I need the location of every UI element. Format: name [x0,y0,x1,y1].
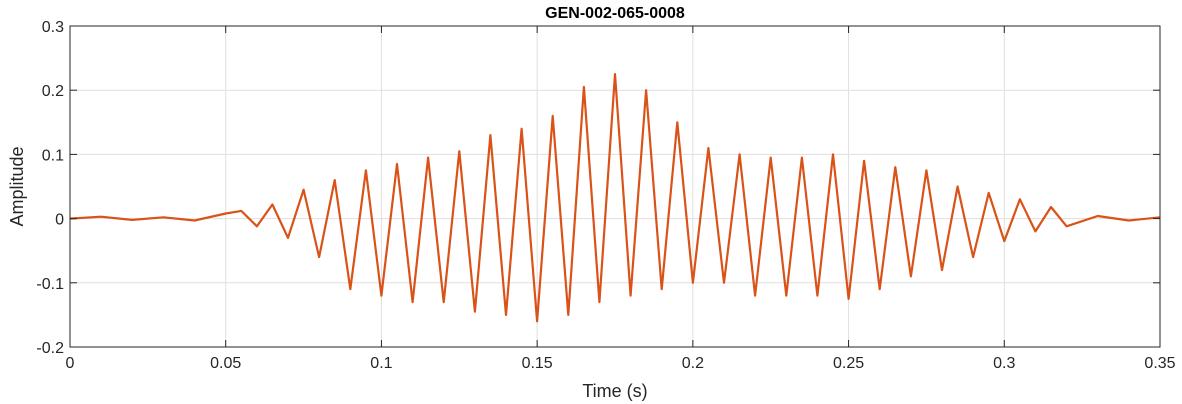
x-tick-labels: 0 0.05 0.1 0.15 0.2 0.25 0.3 0.35 [66,355,1176,372]
y-tick-label: 0.1 [42,147,64,164]
x-tick-label: 0.3 [993,355,1015,372]
chart-title: GEN-002-065-0008 [545,5,685,22]
y-tick-label: 0.3 [42,19,64,36]
x-tick-label: 0 [66,355,75,372]
x-tick-label: 0.2 [682,355,704,372]
axes-box [69,25,1161,348]
y-tick-label: 0.2 [42,83,64,100]
y-tick-label: -0.1 [36,276,64,293]
x-axis-label: Time (s) [582,381,647,401]
x-tick-label: 0.15 [522,355,553,372]
y-axis-label: Amplitude [7,146,27,226]
x-tick-label: 0.25 [833,355,864,372]
signal-line [70,72,1160,323]
x-tick-label: 0.05 [210,355,241,372]
y-tick-label: -0.2 [36,340,64,357]
y-tick-labels: -0.2 -0.1 0 0.1 0.2 0.3 [36,19,64,357]
x-tick-label: 0.35 [1144,355,1175,372]
x-tick-label: 0.1 [370,355,392,372]
plot-area [70,72,1160,323]
tick-marks [69,25,1161,348]
y-tick-label: 0 [55,212,64,229]
